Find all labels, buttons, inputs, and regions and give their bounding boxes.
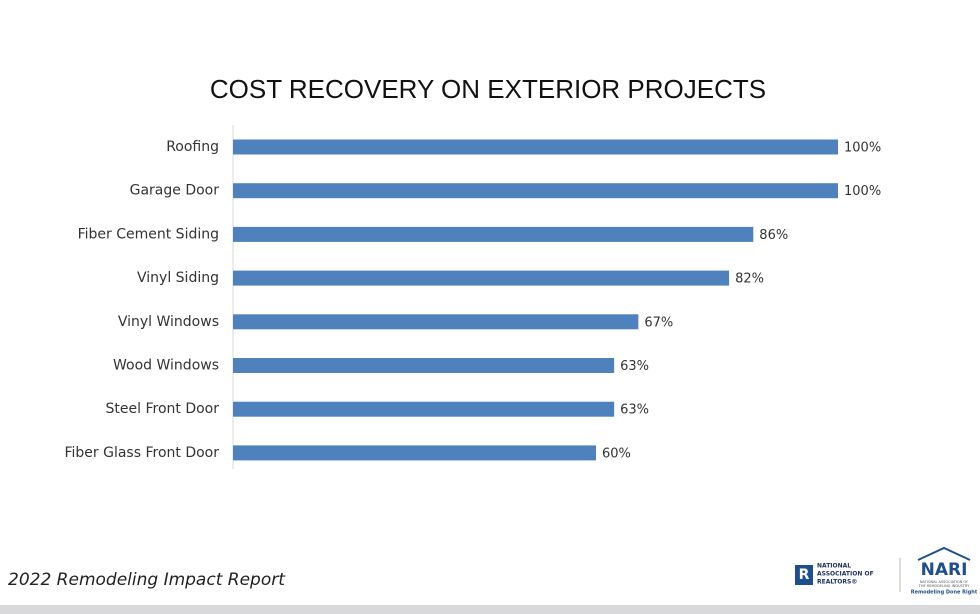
category-label: Wood Windows bbox=[113, 358, 219, 374]
value-label: 86% bbox=[759, 228, 788, 243]
nari-text: NARI bbox=[921, 560, 968, 580]
value-label: 60% bbox=[602, 446, 631, 461]
category-label: Garage Door bbox=[130, 183, 220, 199]
bar bbox=[233, 183, 838, 199]
category-label: Fiber Cement Siding bbox=[78, 226, 219, 242]
category-label: Steel Front Door bbox=[106, 401, 220, 417]
nari-roof bbox=[917, 546, 971, 561]
bar bbox=[233, 139, 838, 155]
realtors-icon-letter: R bbox=[799, 567, 810, 583]
bar bbox=[233, 314, 639, 330]
realtors-text: NATIONAL bbox=[817, 563, 851, 570]
category-label: Vinyl Windows bbox=[118, 314, 219, 330]
footer: 2022 Remodeling Impact Report bbox=[8, 570, 286, 590]
bar bbox=[233, 358, 615, 373]
value-label: 63% bbox=[620, 359, 649, 374]
realtors-text: REALTORS® bbox=[817, 579, 857, 586]
chart-title: COST RECOVERY ON EXTERIOR PROJECTS bbox=[210, 74, 766, 104]
bottom-strip bbox=[0, 605, 980, 614]
value-label: 100% bbox=[844, 184, 881, 199]
nari-logo: NARI NATIONAL ASSOCIATION OF THE REMODEL… bbox=[911, 546, 978, 596]
nari-tagline: Remodeling Done Right bbox=[911, 590, 978, 596]
value-label: 63% bbox=[620, 403, 649, 418]
realtors-text: ASSOCIATION OF bbox=[817, 571, 874, 578]
bar bbox=[233, 401, 615, 417]
bar bbox=[233, 226, 754, 242]
nari-sub: NATIONAL ASSOCIATION OF bbox=[920, 580, 968, 584]
category-label: Roofing bbox=[166, 139, 219, 155]
value-label: 67% bbox=[644, 315, 673, 330]
realtors-icon bbox=[795, 565, 813, 585]
value-label: 82% bbox=[735, 272, 764, 287]
bar bbox=[233, 270, 730, 286]
value-label: 100% bbox=[844, 141, 881, 156]
bar bbox=[233, 445, 596, 461]
realtors-logo: R NATIONAL ASSOCIATION OF REALTORS® bbox=[795, 563, 874, 586]
category-label: Vinyl Siding bbox=[137, 270, 219, 286]
nari-sub: THE REMODELING INDUSTRY bbox=[918, 584, 970, 588]
category-label: Fiber Glass Front Door bbox=[64, 445, 219, 461]
